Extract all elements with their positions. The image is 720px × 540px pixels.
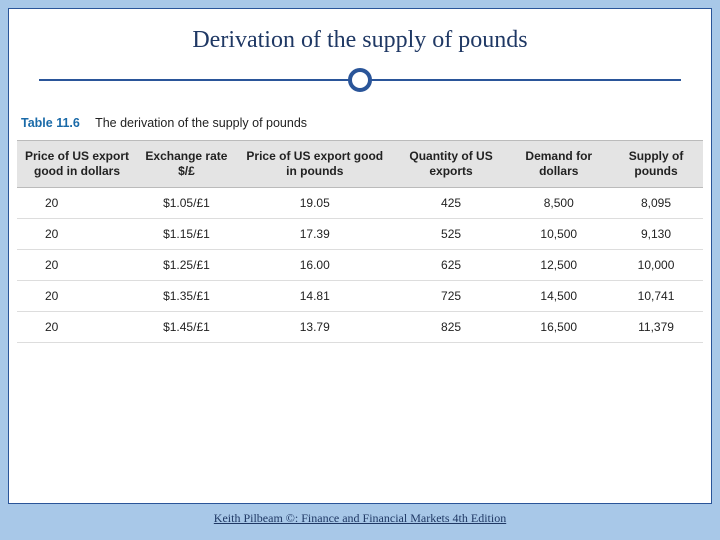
table-caption-text: The derivation of the supply of pounds xyxy=(95,116,307,130)
cell: 17.39 xyxy=(236,219,394,250)
cell: 10,000 xyxy=(609,250,703,281)
cell: 20 xyxy=(17,188,137,219)
col-header: Price of US export good in dollars xyxy=(17,141,137,188)
table-body: 20 $1.05/£1 19.05 425 8,500 8,095 20 $1.… xyxy=(17,188,703,343)
table-row: 20 $1.45/£1 13.79 825 16,500 11,379 xyxy=(17,312,703,343)
title-divider xyxy=(39,68,681,92)
cell: 12,500 xyxy=(508,250,609,281)
page-title: Derivation of the supply of pounds xyxy=(9,27,711,54)
cell: 20 xyxy=(17,281,137,312)
table-row: 20 $1.15/£1 17.39 525 10,500 9,130 xyxy=(17,219,703,250)
col-header: Exchange rate $/£ xyxy=(137,141,236,188)
cell: 13.79 xyxy=(236,312,394,343)
cell: 8,095 xyxy=(609,188,703,219)
data-table: Price of US export good in dollars Excha… xyxy=(17,141,703,343)
table-container: Table 11.6 The derivation of the supply … xyxy=(9,106,711,343)
slide-content: Derivation of the supply of pounds Table… xyxy=(8,8,712,504)
cell: 20 xyxy=(17,250,137,281)
table-row: 20 $1.25/£1 16.00 625 12,500 10,000 xyxy=(17,250,703,281)
cell: $1.35/£1 xyxy=(137,281,236,312)
cell: 625 xyxy=(394,250,509,281)
col-header: Supply of pounds xyxy=(609,141,703,188)
cell: 10,500 xyxy=(508,219,609,250)
cell: 14.81 xyxy=(236,281,394,312)
table-number: Table 11.6 xyxy=(21,116,80,130)
cell: 825 xyxy=(394,312,509,343)
table-row: 20 $1.05/£1 19.05 425 8,500 8,095 xyxy=(17,188,703,219)
cell: 14,500 xyxy=(508,281,609,312)
cell: 8,500 xyxy=(508,188,609,219)
table-caption: Table 11.6 The derivation of the supply … xyxy=(17,106,703,141)
cell: 16.00 xyxy=(236,250,394,281)
cell: 10,741 xyxy=(609,281,703,312)
cell: 725 xyxy=(394,281,509,312)
col-header: Price of US export good in pounds xyxy=(236,141,394,188)
table-row: 20 $1.35/£1 14.81 725 14,500 10,741 xyxy=(17,281,703,312)
cell: $1.25/£1 xyxy=(137,250,236,281)
cell: $1.15/£1 xyxy=(137,219,236,250)
divider-circle-icon xyxy=(348,68,372,92)
cell: $1.05/£1 xyxy=(137,188,236,219)
cell: $1.45/£1 xyxy=(137,312,236,343)
cell: 9,130 xyxy=(609,219,703,250)
col-header: Demand for dollars xyxy=(508,141,609,188)
col-header: Quantity of US exports xyxy=(394,141,509,188)
cell: 19.05 xyxy=(236,188,394,219)
table-header-row: Price of US export good in dollars Excha… xyxy=(17,141,703,188)
cell: 11,379 xyxy=(609,312,703,343)
slide-frame: Derivation of the supply of pounds Table… xyxy=(8,8,712,532)
cell: 425 xyxy=(394,188,509,219)
cell: 20 xyxy=(17,219,137,250)
title-area: Derivation of the supply of pounds xyxy=(9,9,711,62)
cell: 20 xyxy=(17,312,137,343)
slide-footer: Keith Pilbeam ©: Finance and Financial M… xyxy=(8,504,712,532)
cell: 525 xyxy=(394,219,509,250)
cell: 16,500 xyxy=(508,312,609,343)
